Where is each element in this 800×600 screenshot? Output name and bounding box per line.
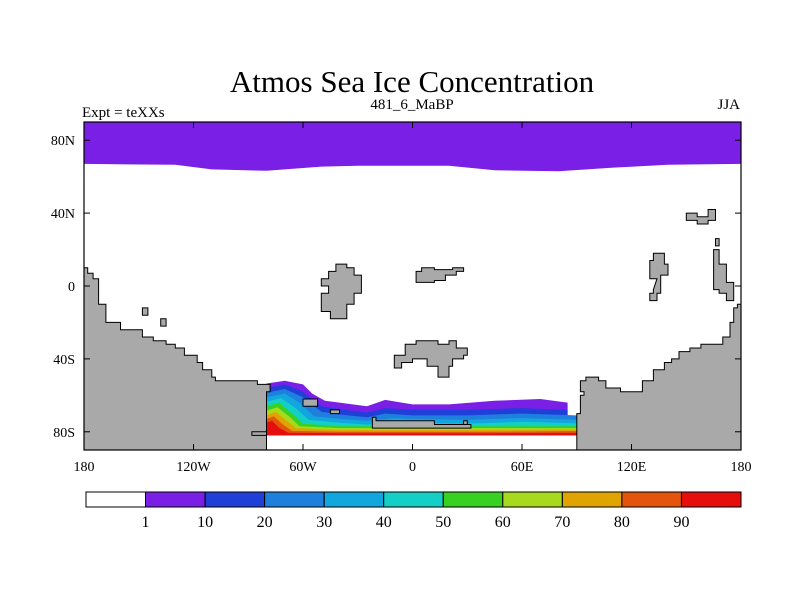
run-label: 481_6_MaBP [370,97,453,113]
land-antarctic-ice-shelf [371,416,472,429]
colorbar-box [442,491,504,508]
land-island-pacific-2 [160,318,167,327]
antarctic-ice-90 [266,420,605,436]
land-layer [84,209,741,450]
y-tick-label: 80S [53,426,75,441]
x-tick-label: 60W [289,460,317,475]
colorbar-label: 10 [197,514,213,531]
colorbar-box [145,491,206,508]
land-antarctic-plateau-2 [329,409,340,415]
arctic-ice-1 [84,122,741,172]
colorbar-label: 70 [554,514,570,531]
x-tick-label: 180 [731,460,752,475]
y-tick-label: 40S [53,353,75,368]
land-africa-lower [393,340,468,378]
colorbar-box [681,491,742,508]
experiment-label: Expt = teXXs [82,105,165,121]
land-australia-block [649,252,669,302]
y-tick-label: 40N [51,207,75,222]
colorbar-box [204,491,266,508]
colorbar-label: 1 [142,514,150,531]
colorbar-label: 80 [614,514,630,531]
land-antarctic-strip [463,420,468,425]
land-asia-block [713,249,735,302]
land-africa-upper [415,267,465,283]
x-axis: 180 120W 60W 0 60E 120E 180 [74,122,752,475]
colorbar-box [502,491,563,508]
land-island-e [715,238,720,247]
land-island-pacific-1 [141,307,149,316]
antarctic-ice-40 [266,398,586,436]
colorbar-label: 20 [257,514,273,531]
colorbar-box [621,491,682,508]
season-label: JJA [717,97,740,113]
colorbar-label: 30 [316,514,332,531]
colorbar-box [85,491,146,508]
land-west-continent [84,267,271,450]
colorbar-box [383,491,444,508]
colorbar-box [264,491,325,508]
colorbar-box [561,491,623,508]
colorbar-label: 60 [495,514,511,531]
colorbar-label: 40 [376,514,392,531]
antarctic-ice-60 [266,407,595,436]
x-tick-label: 120E [617,460,647,475]
x-tick-label: 180 [74,460,95,475]
colorbar-label: 50 [435,514,451,531]
antarctic-ice-50 [266,402,592,436]
x-tick-label: 0 [409,460,416,475]
y-axis: 80N 40N 0 40S 80S [51,134,741,441]
x-tick-label: 120W [176,460,211,475]
colorbar-box [323,491,385,508]
chart-title: Atmos Sea Ice Concentration [230,64,595,99]
ice-layer [84,122,741,436]
x-tick-label: 60E [511,460,534,475]
y-tick-label: 80N [51,134,75,149]
colorbar: 1 10 20 30 40 50 60 70 80 90 [85,491,742,531]
land-antarctic-shelf [251,431,267,436]
land-east-continent [576,303,741,450]
colorbar-label: 90 [674,514,690,531]
land-island-ne [685,209,716,225]
land-antarctic-plateau-1 [302,398,319,407]
land-south-america [320,263,362,320]
y-tick-label: 0 [68,280,75,295]
